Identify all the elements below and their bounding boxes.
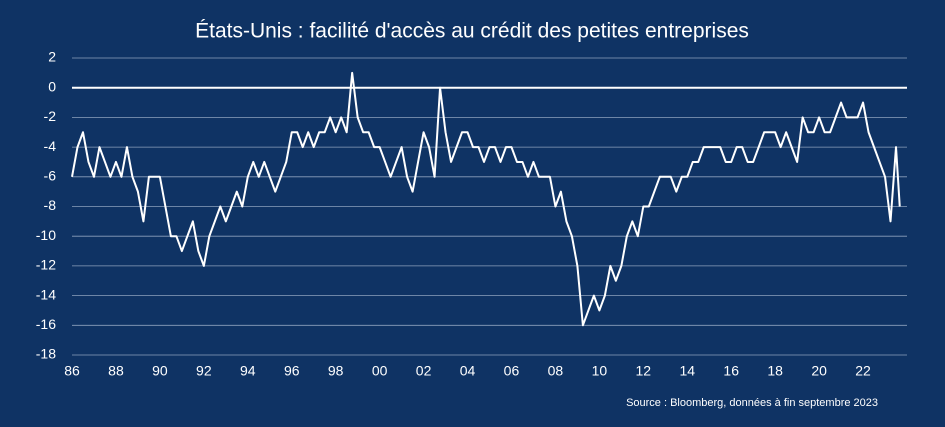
y-tick-label: -6	[44, 168, 57, 184]
y-tick-label: -8	[44, 197, 57, 213]
x-tick-label: 98	[328, 363, 344, 379]
x-tick-label: 12	[636, 363, 652, 379]
y-tick-label: -10	[36, 227, 56, 243]
y-tick-label: -2	[44, 108, 57, 124]
y-tick-label: -14	[36, 286, 56, 302]
y-tick-label: 0	[48, 78, 56, 94]
x-tick-label: 16	[723, 363, 739, 379]
x-tick-label: 10	[592, 363, 608, 379]
chart-title: États-Unis : facilité d'accès au crédit …	[195, 20, 749, 43]
source-note: Source : Bloomberg, données à fin septem…	[626, 397, 878, 409]
y-tick-label: -16	[36, 316, 56, 332]
data-line	[71, 71, 901, 327]
y-tick-label: -4	[44, 138, 57, 154]
x-tick-label: 94	[240, 363, 256, 379]
x-tick-label: 22	[855, 363, 871, 379]
x-tick-label: 20	[811, 363, 827, 379]
x-tick-label: 18	[767, 363, 783, 379]
x-tick-label: 00	[372, 363, 388, 379]
x-tick-label: 90	[152, 363, 168, 379]
x-tick-label: 06	[504, 363, 520, 379]
y-tick-label: -18	[36, 346, 56, 362]
y-tick-label: -12	[36, 257, 56, 273]
x-tick-label: 86	[64, 363, 80, 379]
y-tick-label: 2	[48, 49, 56, 65]
x-tick-label: 04	[460, 363, 476, 379]
x-tick-label: 96	[284, 363, 300, 379]
x-tick-label: 14	[679, 363, 695, 379]
x-tick-label: 88	[108, 363, 124, 379]
x-tick-label: 02	[416, 363, 432, 379]
x-tick-label: 92	[196, 363, 212, 379]
x-tick-label: 08	[548, 363, 564, 379]
